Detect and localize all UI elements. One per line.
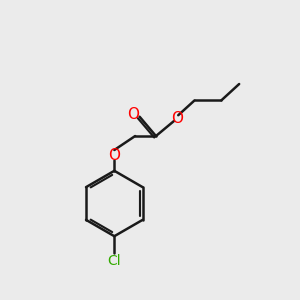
Text: Cl: Cl — [107, 254, 121, 268]
Text: O: O — [171, 111, 183, 126]
Text: O: O — [108, 148, 120, 163]
Text: O: O — [127, 107, 139, 122]
